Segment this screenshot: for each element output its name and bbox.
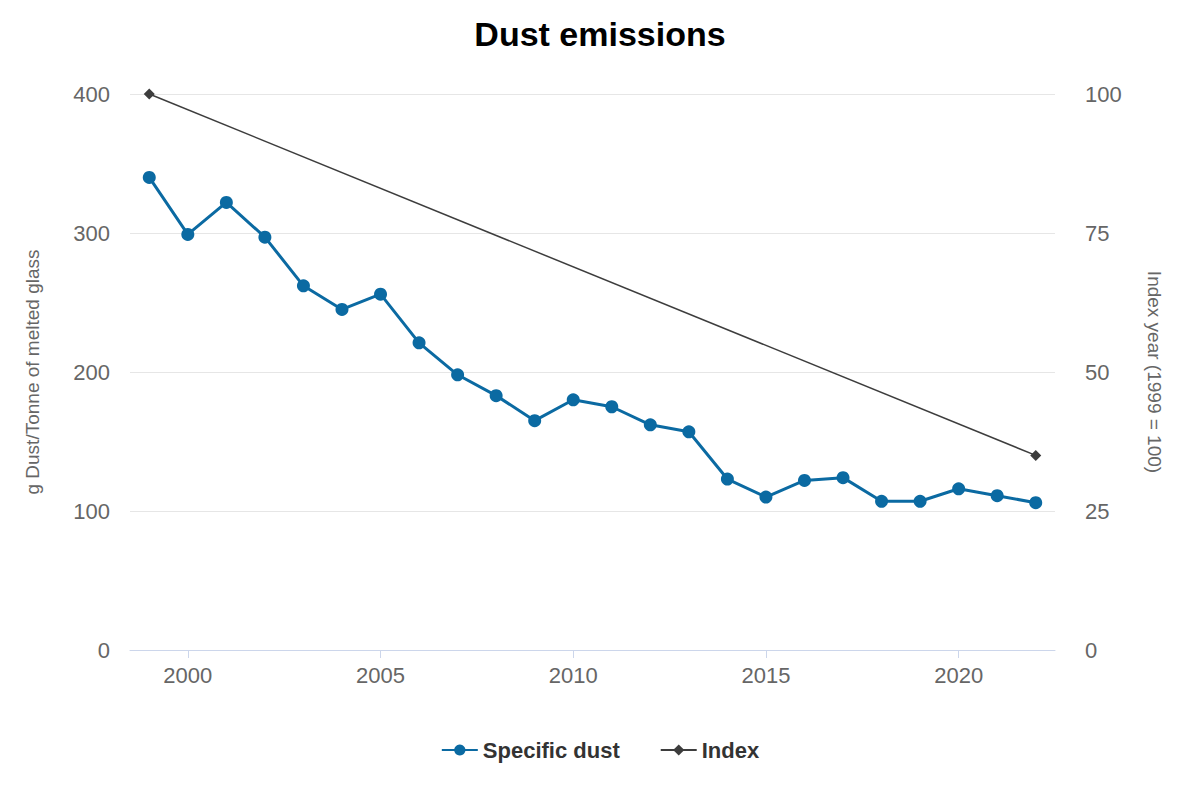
svg-text:0: 0 (98, 638, 110, 663)
svg-text:100: 100 (1085, 82, 1122, 107)
svg-text:100: 100 (73, 499, 110, 524)
svg-text:50: 50 (1085, 360, 1109, 385)
svg-text:g Dust/Tonne of melted glass: g Dust/Tonne of melted glass (22, 249, 43, 494)
svg-text:200: 200 (73, 360, 110, 385)
svg-text:300: 300 (73, 221, 110, 246)
svg-text:2020: 2020 (934, 663, 983, 688)
svg-text:25: 25 (1085, 499, 1109, 524)
svg-text:Index: Index (702, 738, 760, 763)
svg-text:400: 400 (73, 82, 110, 107)
svg-text:2000: 2000 (163, 663, 212, 688)
svg-text:2015: 2015 (741, 663, 790, 688)
svg-text:Specific dust: Specific dust (483, 738, 621, 763)
svg-text:2010: 2010 (549, 663, 598, 688)
svg-text:Index year (1999 = 100): Index year (1999 = 100) (1144, 271, 1165, 473)
svg-text:0: 0 (1085, 638, 1097, 663)
svg-text:Dust emissions: Dust emissions (474, 15, 725, 53)
svg-text:2005: 2005 (356, 663, 405, 688)
svg-text:75: 75 (1085, 221, 1109, 246)
